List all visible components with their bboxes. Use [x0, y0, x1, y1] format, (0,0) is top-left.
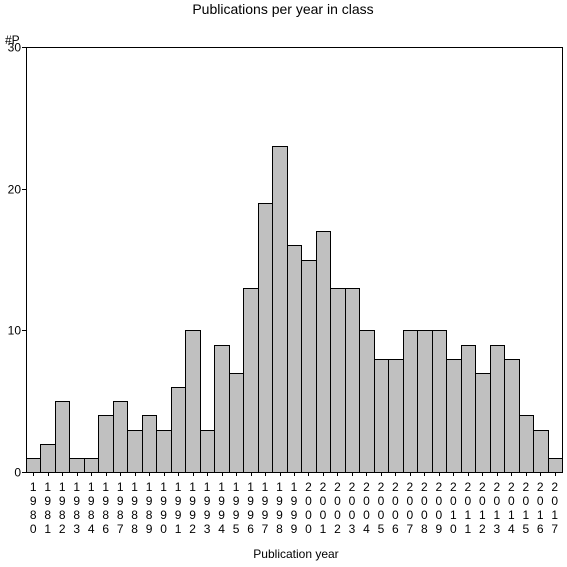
bar-2006: [388, 359, 404, 473]
bar-1995: [229, 373, 244, 473]
y-axis-ticks: 0 10 20 30: [8, 41, 26, 480]
bar-2003: [345, 288, 360, 473]
bar-2000: [301, 260, 317, 473]
bars-group: [26, 146, 563, 473]
bar-2014: [504, 359, 520, 473]
bar-1988: [127, 430, 143, 473]
bar-2011: [461, 345, 476, 473]
bar-2013: [490, 345, 505, 473]
bar-1993: [200, 430, 215, 473]
bar-2016: [533, 430, 549, 473]
bar-1986: [98, 415, 114, 473]
bar-1987: [113, 401, 128, 473]
bar-1989: [142, 415, 157, 473]
bar-1991: [171, 387, 186, 473]
y-tick-label: 20: [8, 183, 22, 197]
x-axis-tick-labels: 1 9 8 0 1 9 8 1 1 9 8 2 1 9 8 3 1 9 8 4 1 9 8 6 1 9 8 7 1 9 8 8 1 9 8 9 1 9 9 0…: [30, 472, 558, 536]
bar-1999: [287, 245, 302, 473]
bar-2002: [330, 288, 346, 473]
y-tick-label: 30: [8, 41, 22, 55]
bar-2012: [475, 373, 491, 473]
y-axis-label: #P: [5, 33, 20, 47]
bar-1981: [40, 444, 56, 473]
y-tick-label: 0: [14, 466, 21, 480]
bar-1990: [156, 430, 172, 473]
bar-2007: [403, 330, 418, 473]
bar-2005: [374, 359, 389, 473]
bar-2015: [519, 415, 534, 473]
bar-2010: [446, 359, 462, 473]
bar-1994: [214, 345, 230, 473]
bar-2004: [359, 330, 375, 473]
bar-2008: [417, 330, 433, 473]
bar-1996: [243, 288, 259, 473]
bar-1984: [84, 458, 99, 473]
bar-2001: [316, 231, 331, 473]
bar-2017: [548, 458, 563, 473]
bar-1983: [69, 458, 85, 473]
bar-1998: [272, 146, 288, 473]
x-axis-label: Publication year: [253, 547, 338, 561]
plot-frame: [26, 47, 563, 473]
chart-title: Publications per year in class: [192, 1, 373, 17]
bar-1992: [185, 330, 201, 473]
bar-1982: [55, 401, 70, 473]
bar-1997: [258, 203, 273, 473]
bar-1980: [26, 458, 41, 473]
y-tick-label: 10: [8, 324, 22, 338]
bar-2009: [432, 330, 447, 473]
